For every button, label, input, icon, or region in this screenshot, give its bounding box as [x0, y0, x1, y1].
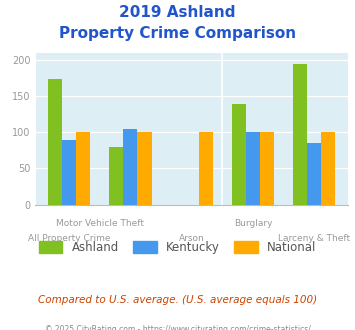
Bar	[62, 140, 76, 205]
Text: © 2025 CityRating.com - https://www.cityrating.com/crime-statistics/: © 2025 CityRating.com - https://www.city…	[45, 325, 310, 330]
Bar	[260, 132, 274, 205]
Text: Arson: Arson	[179, 234, 204, 243]
Bar	[48, 79, 62, 205]
Text: Property Crime Comparison: Property Crime Comparison	[59, 26, 296, 41]
Text: Compared to U.S. average. (U.S. average equals 100): Compared to U.S. average. (U.S. average …	[38, 295, 317, 305]
Bar	[109, 147, 124, 205]
Bar	[124, 129, 137, 205]
Bar	[293, 64, 307, 205]
Bar	[232, 104, 246, 205]
Bar	[321, 132, 335, 205]
Text: Larceny & Theft: Larceny & Theft	[278, 234, 350, 243]
Text: 2019 Ashland: 2019 Ashland	[119, 5, 236, 20]
Legend: Ashland, Kentucky, National: Ashland, Kentucky, National	[38, 241, 317, 254]
Bar	[246, 132, 260, 205]
Text: Motor Vehicle Theft: Motor Vehicle Theft	[56, 219, 144, 228]
Bar	[307, 143, 321, 205]
Bar	[199, 132, 213, 205]
Text: Burglary: Burglary	[234, 219, 272, 228]
Bar	[137, 132, 152, 205]
Bar	[76, 132, 90, 205]
Text: All Property Crime: All Property Crime	[28, 234, 110, 243]
